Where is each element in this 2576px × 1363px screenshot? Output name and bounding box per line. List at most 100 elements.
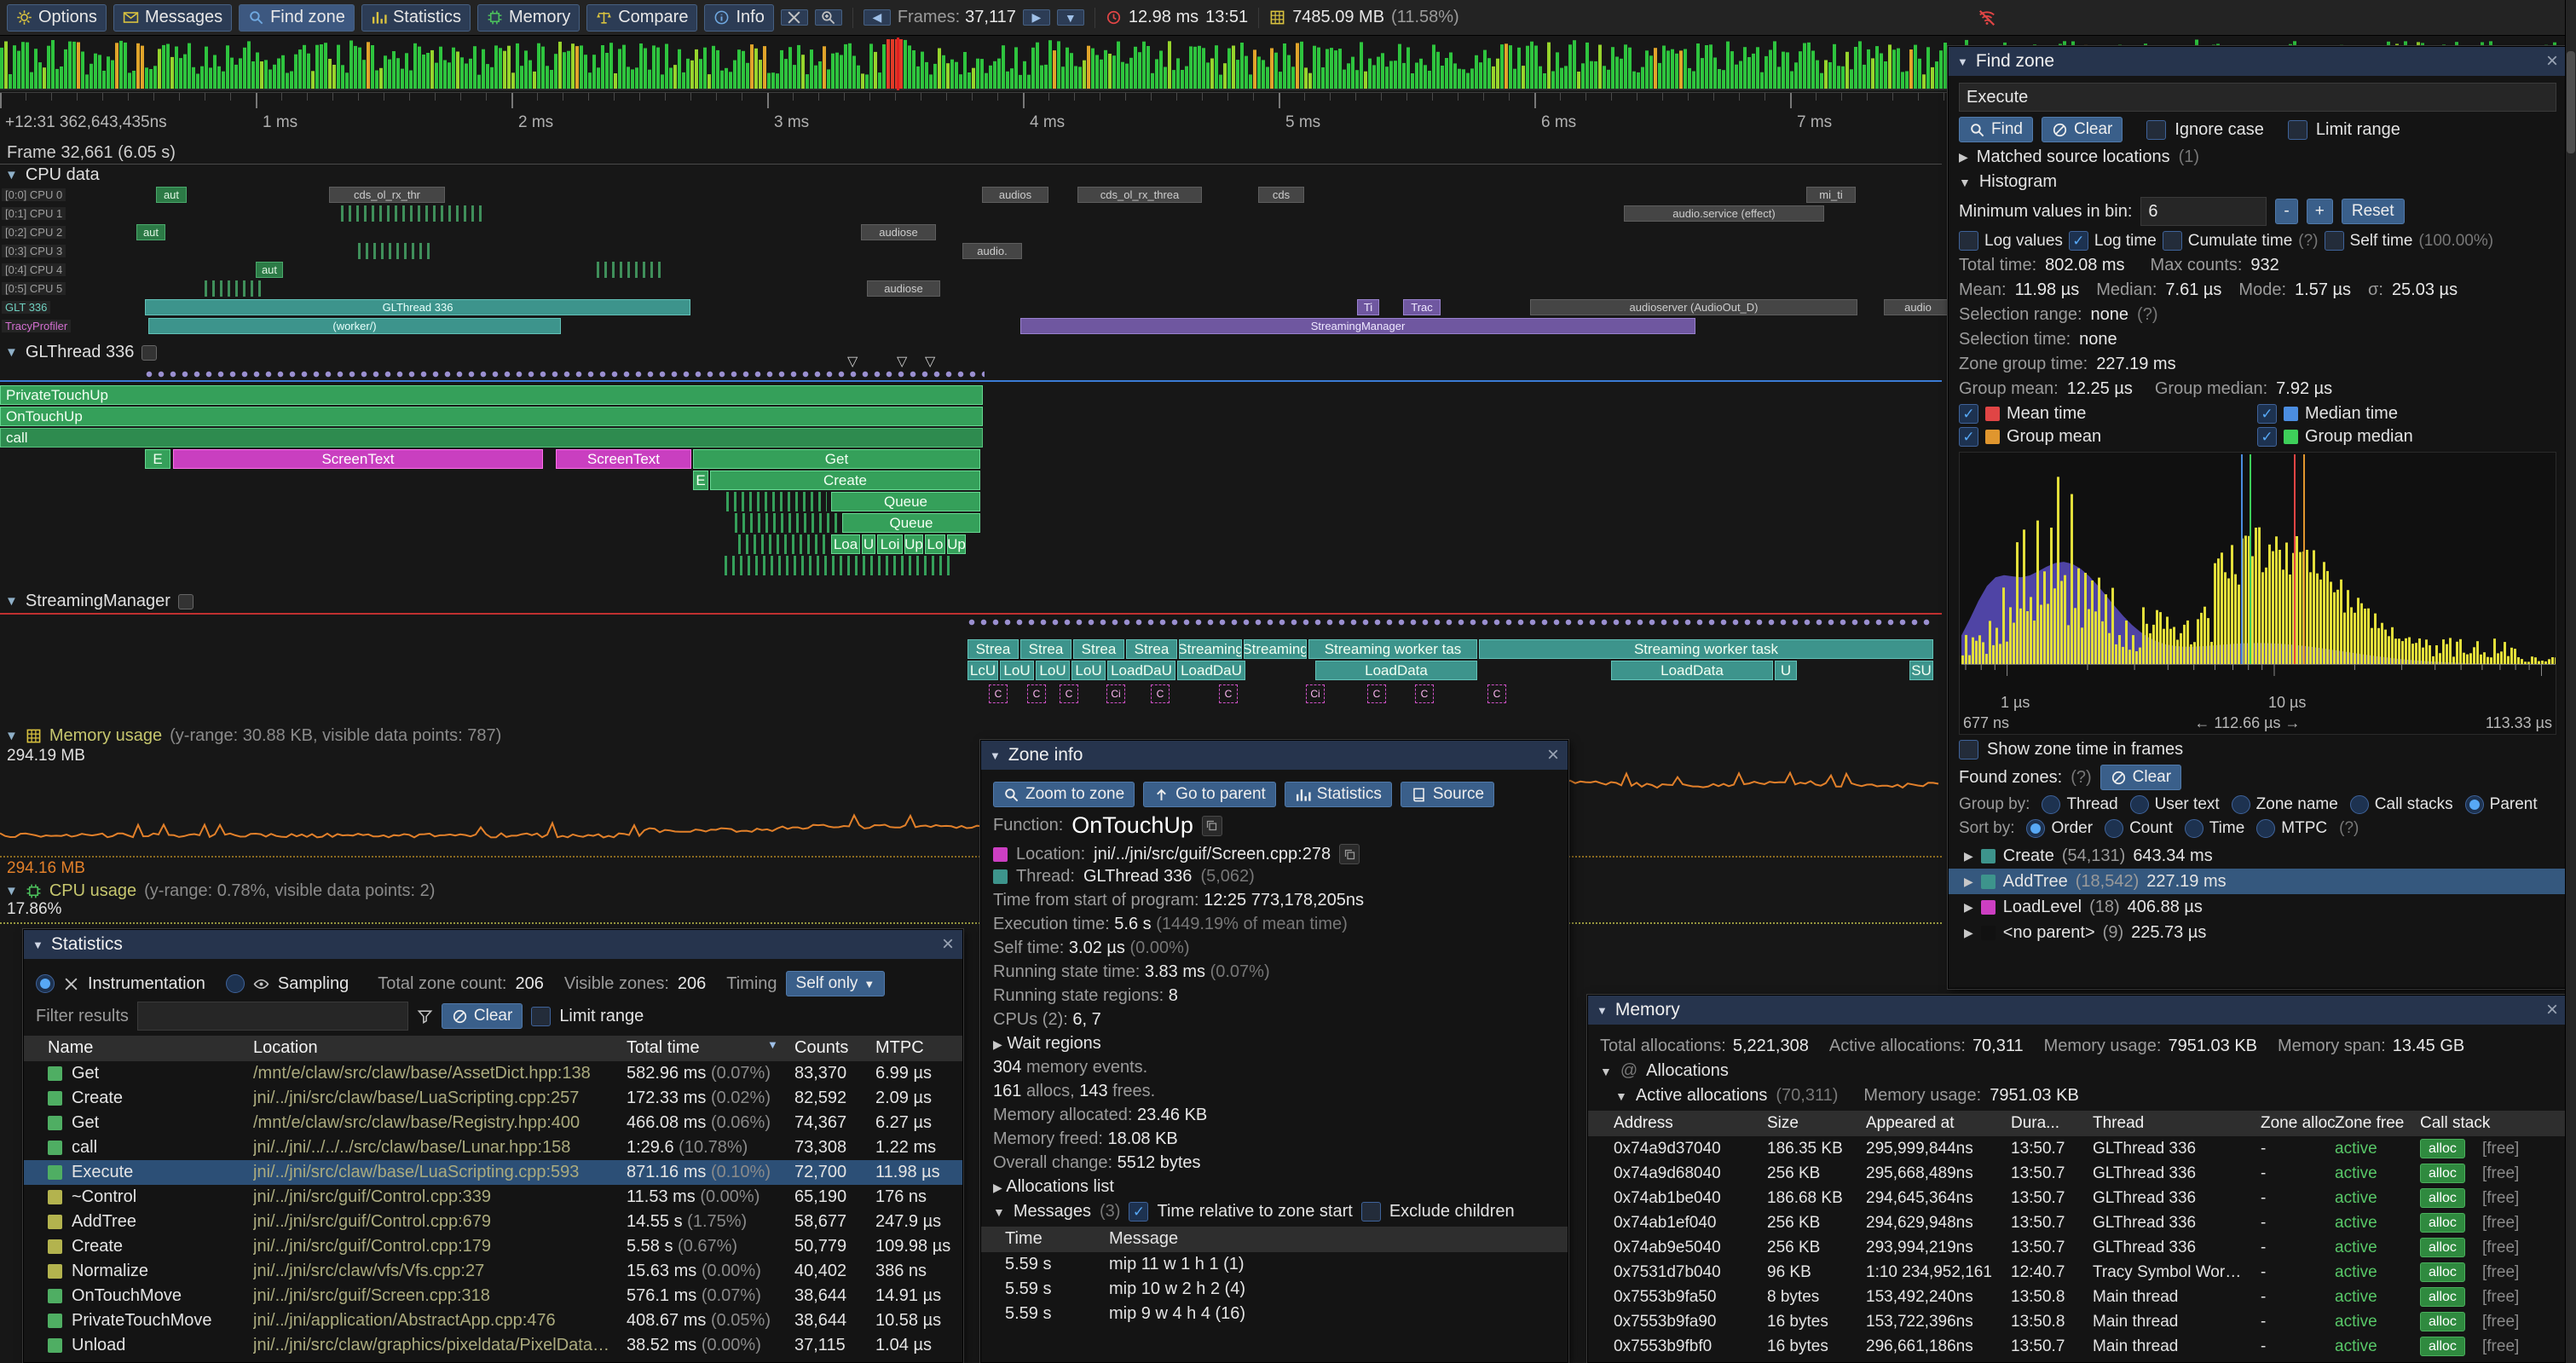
cpu-zone[interactable]: aut [156, 187, 187, 203]
message-mark[interactable]: C [1415, 684, 1434, 703]
cpu-zone[interactable]: cds_ol_rx_thr [329, 187, 445, 203]
compare-button[interactable]: Compare [586, 3, 698, 32]
zone-info-titlebar[interactable]: ▼ Zone info × [981, 741, 1568, 770]
zone-source-button[interactable]: Source [1400, 782, 1495, 807]
timeline-zone[interactable]: Loi [877, 534, 903, 554]
find-zone-button[interactable]: Find zone [239, 3, 355, 32]
column-thread[interactable]: Thread [2093, 1114, 2145, 1132]
frame-set-button[interactable]: ▼ [1056, 9, 1084, 26]
memory-allocation-row[interactable]: 0x7531d7b040 96 KB 1:10 234,952,161 12:40.7… [1588, 1260, 2567, 1285]
statistics-titlebar[interactable]: ▼ Statistics × [24, 930, 962, 959]
zoom-to-zone-button[interactable]: Zoom to zone [993, 782, 1135, 807]
timeline-zone[interactable]: Up [904, 534, 923, 554]
legend-checkbox[interactable]: ✓ [1959, 404, 1978, 424]
cpu-zone[interactable]: (worker/) [148, 318, 561, 334]
column-call-stack[interactable]: Call stack [2420, 1114, 2491, 1132]
sort-by-radio[interactable] [2256, 819, 2276, 838]
found-zone-group[interactable]: ▶ Create (54,131) 643.34 ms [1949, 843, 2567, 869]
cpu-zone[interactable]: audio.service (effect) [1624, 205, 1824, 222]
group-by-radio[interactable] [2231, 795, 2250, 814]
sort-by-option[interactable]: Count [2105, 819, 2173, 838]
timeline-zone[interactable]: PrivateTouchUp [0, 385, 983, 405]
found-zones-clear-button[interactable]: Clear [2099, 765, 2182, 790]
cpu-zone[interactable]: mi_ti [1806, 187, 1856, 203]
timeline-zone[interactable]: Up [947, 534, 966, 554]
close-icon[interactable]: × [2545, 49, 2558, 72]
thread-pin-icon[interactable] [142, 344, 158, 361]
cumulate-time-checkbox[interactable] [2162, 231, 2182, 251]
column-time[interactable]: Time [1005, 1229, 1043, 1248]
timeline-zone[interactable]: U [1775, 661, 1797, 680]
cpu-activity-ticks[interactable] [597, 262, 665, 278]
column-location[interactable]: Location [253, 1038, 318, 1057]
timeline-zone[interactable]: LoU [1071, 661, 1106, 680]
message-mark[interactable]: C [1151, 684, 1170, 703]
timeline-zone[interactable]: Streaming [1244, 639, 1307, 659]
memory-button[interactable]: Memory [477, 3, 580, 32]
bin-minus-button[interactable]: - [2275, 199, 2298, 224]
expand-arrow-icon[interactable]: ▶ [1964, 848, 1973, 863]
stats-table-row[interactable]: AddTree jni/../jni/src/guif/Control.cpp:6… [24, 1210, 962, 1234]
sort-by-option[interactable]: Time [2184, 819, 2244, 838]
group-by-option[interactable]: Zone name [2231, 795, 2338, 814]
stats-table-row[interactable]: call jni/../jni/../../../src/claw/base/Lu… [24, 1135, 962, 1160]
log-values-checkbox[interactable] [1959, 231, 1978, 251]
timeline-zone[interactable]: Queue [842, 513, 980, 533]
timeline-zone[interactable]: Strea [1126, 639, 1177, 659]
memory-allocation-row[interactable]: 0x74a9d37040 186.35 KB 295,999,844ns 13:50.… [1588, 1136, 2567, 1161]
glthread-section-header[interactable]: ▼ GLThread 336 [5, 343, 158, 362]
allocations-section-row[interactable]: ▼ @ Allocations [1600, 1061, 2555, 1081]
timeline-zone[interactable]: LoadData [1611, 661, 1773, 680]
alloc-zone-link[interactable]: alloc [2420, 1188, 2465, 1208]
exclude-children-checkbox[interactable] [1360, 1202, 1381, 1222]
cpu-data-section-header[interactable]: ▼ CPU data [5, 165, 100, 185]
alloc-zone-link[interactable]: alloc [2420, 1238, 2465, 1257]
bin-reset-button[interactable]: Reset [2341, 199, 2405, 224]
group-by-radio[interactable] [2042, 795, 2061, 814]
sort-by-radio[interactable] [2026, 819, 2046, 838]
cpu-zone[interactable]: Trac [1403, 299, 1441, 315]
find-button[interactable]: Find [1959, 117, 2033, 142]
info-button[interactable]: Info [704, 3, 774, 32]
message-mark[interactable]: C [989, 684, 1008, 703]
timeline-zone[interactable]: Strea [967, 639, 1019, 659]
zone-ticks[interactable] [725, 556, 953, 575]
cpu-zone[interactable]: audiose [861, 224, 936, 240]
cpu-activity-ticks[interactable] [341, 205, 486, 222]
cpu-zone[interactable]: GLThread 336 [145, 299, 690, 315]
alloc-zone-link[interactable]: alloc [2420, 1287, 2465, 1307]
timeline-zone[interactable]: Streaming worker tas [1308, 639, 1477, 659]
timeline-zone[interactable]: Loa [831, 534, 860, 554]
cpu-zone[interactable]: audio [1884, 299, 1952, 315]
collapse-icon[interactable]: ▼ [1615, 1089, 1627, 1103]
timeline-zone[interactable]: LoU [1000, 661, 1034, 680]
allocations-list-row[interactable]: ▶ Allocations list [993, 1177, 1556, 1197]
column-appeared-at[interactable]: Appeared at [1866, 1114, 1955, 1132]
column-message[interactable]: Message [1109, 1229, 1179, 1248]
close-icon[interactable]: × [941, 933, 954, 956]
collapse-icon[interactable]: ▼ [5, 884, 18, 898]
statistics-button[interactable]: Statistics [361, 3, 471, 32]
sort-by-option[interactable]: MTPC [2256, 819, 2327, 838]
timeline-zone[interactable]: Create [710, 471, 980, 490]
column-address[interactable]: Address [1614, 1114, 1673, 1132]
timeline-zone[interactable]: Strea [1020, 639, 1071, 659]
ignore-case-checkbox[interactable] [2146, 119, 2167, 140]
find-zone-search-input[interactable] [1959, 83, 2556, 112]
message-mark[interactable]: C [1219, 684, 1238, 703]
group-by-radio[interactable] [2349, 795, 2369, 814]
sort-by-radio[interactable] [2184, 819, 2203, 838]
column-total-time[interactable]: Total time [627, 1038, 700, 1057]
tools-button[interactable] [780, 9, 808, 26]
vertical-scrollbar[interactable] [2565, 0, 2576, 1363]
cpu-zone[interactable]: cds_ol_rx_threa [1077, 187, 1202, 203]
expand-icon[interactable]: ▶ [1959, 150, 1968, 164]
message-mark[interactable]: Ci [1106, 684, 1125, 703]
cpu-activity-ticks[interactable] [358, 243, 435, 259]
stats-clear-button[interactable]: Clear [441, 1003, 523, 1029]
memory-usage-plot[interactable] [0, 760, 1942, 856]
expand-icon[interactable]: ▶ [993, 1181, 1002, 1194]
column-size[interactable]: Size [1767, 1114, 1799, 1132]
cpu-zone[interactable]: StreamingManager [1020, 318, 1695, 334]
expand-arrow-icon[interactable]: ▶ [1964, 874, 1973, 888]
